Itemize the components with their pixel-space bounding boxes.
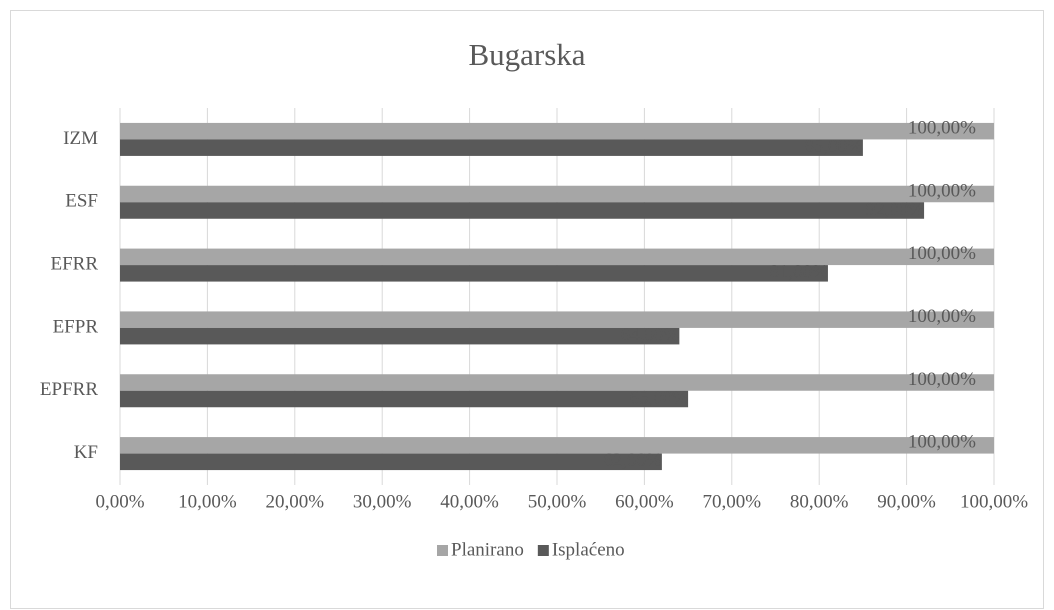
legend-label: Isplaćeno bbox=[552, 539, 625, 560]
chart-title: Bugarska bbox=[468, 37, 585, 72]
value-label: 64,00% bbox=[621, 325, 680, 346]
bar bbox=[120, 374, 994, 391]
value-label: 81,00% bbox=[769, 262, 828, 283]
x-tick-label: 10,00% bbox=[178, 491, 237, 512]
chart-border bbox=[10, 10, 1044, 609]
x-tick-label: 50,00% bbox=[528, 491, 587, 512]
x-tick-label: 80,00% bbox=[790, 491, 849, 512]
value-label: 100,00% bbox=[908, 432, 976, 453]
bar bbox=[120, 437, 994, 454]
value-label: 85,00% bbox=[804, 136, 863, 157]
value-label: 65,00% bbox=[630, 387, 689, 408]
value-label: 100,00% bbox=[908, 180, 976, 201]
bar bbox=[120, 327, 680, 345]
y-tick-label: EFPR bbox=[53, 316, 99, 337]
x-tick-label: 100,00% bbox=[960, 491, 1028, 512]
x-tick-label: 20,00% bbox=[266, 491, 325, 512]
bar bbox=[120, 265, 828, 282]
legend-swatch bbox=[537, 545, 549, 556]
x-tick-label: 90,00% bbox=[877, 491, 936, 512]
x-tick-label: 70,00% bbox=[703, 491, 762, 512]
x-tick-label: 0,00% bbox=[95, 491, 144, 512]
value-label: 100,00% bbox=[908, 369, 976, 390]
y-tick-label: ESF bbox=[65, 191, 98, 212]
bar bbox=[120, 139, 863, 156]
value-label: 92,00% bbox=[866, 199, 925, 220]
bar bbox=[120, 311, 994, 328]
value-label: 100,00% bbox=[908, 118, 976, 139]
legend-label: Planirano bbox=[451, 539, 524, 560]
y-tick-label: IZM bbox=[63, 128, 98, 149]
bar bbox=[120, 185, 994, 203]
value-label: 100,00% bbox=[908, 306, 976, 327]
x-tick-label: 60,00% bbox=[615, 491, 674, 512]
x-tick-label: 40,00% bbox=[440, 491, 499, 512]
y-tick-label: KF bbox=[74, 442, 98, 463]
bar bbox=[120, 202, 925, 219]
x-tick-label: 30,00% bbox=[353, 491, 412, 512]
legend-swatch bbox=[437, 545, 448, 556]
y-tick-label: EPFRR bbox=[40, 379, 98, 400]
value-label: 62,00% bbox=[603, 450, 662, 471]
y-tick-label: EFRR bbox=[50, 253, 98, 274]
value-label: 100,00% bbox=[908, 243, 976, 264]
bar bbox=[120, 248, 994, 266]
bar bbox=[120, 453, 662, 471]
bar bbox=[120, 390, 689, 408]
bar bbox=[120, 122, 994, 140]
